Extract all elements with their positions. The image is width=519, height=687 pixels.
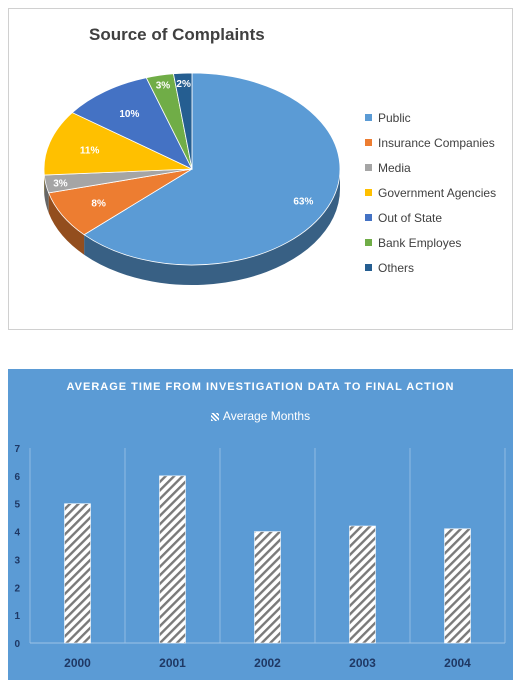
legend-swatch [365,164,372,171]
legend-item-insurance-companies: Insurance Companies [365,130,515,155]
pie-slice-public [83,72,341,266]
pie-data-label-media: 3% [53,179,68,190]
legend-item-public: Public [365,105,515,130]
legend-swatch [365,139,372,146]
legend-label: Bank Employes [378,235,462,250]
bar-2003 [349,525,376,644]
pie-slice-others [172,72,193,170]
legend-item-bank-employes: Bank Employes [365,230,515,255]
bar-2000 [64,503,91,644]
x-tick-label-2004: 2004 [444,656,471,670]
pie-data-label-public: 63% [293,196,313,207]
y-tick-label: 1 [14,611,20,622]
legend-swatch [365,214,372,221]
pie-chart: 63% 8% 3% 11% 10% 3% 2% [43,72,341,285]
bar-chart-panel: 0 1 2 3 4 5 6 7 2000 2001 2002 2003 2004 AVERAGE TIM… [8,369,513,680]
pie-side-public [84,169,340,285]
y-tick-label: 5 [14,500,20,511]
pie-slice-out-of-state [71,77,193,170]
x-tick-label-2001: 2001 [159,656,186,670]
legend-swatch [365,264,372,271]
bar-legend-label: Average Months [222,409,311,423]
pie-legend: Public Insurance Companies Media Government… [365,105,515,280]
pie-data-label-government-agencies: 11% [80,146,100,157]
legend-item-media: Media [365,155,515,180]
pie-data-label-others: 2% [176,79,191,90]
legend-label: Out of State [378,210,443,225]
y-tick-label: 2 [14,583,20,594]
y-tick-label: 0 [14,639,20,650]
legend-item-government-agencies: Government Agencies [365,180,515,205]
y-tick-label: 6 [14,472,20,483]
legend-label: Government Agencies [378,185,497,200]
bar-2004 [444,528,471,644]
pie-chart-panel: 63% 8% 3% 11% 10% 3% 2% Source of Complaints P… [8,8,513,330]
x-tick-label-2002: 2002 [254,656,281,670]
legend-label: Insurance Companies [378,135,495,150]
legend-swatch [365,189,372,196]
pie-data-label-insurance-companies: 8% [91,198,106,209]
legend-item-others: Others [365,255,515,280]
bar-2001 [159,475,186,644]
legend-swatch [365,114,372,121]
pie-data-label-out-of-state: 10% [119,109,139,120]
legend-label: Media [378,160,411,175]
y-tick-label: 3 [14,555,20,566]
bar-chart: 0 1 2 3 4 5 6 7 2000 2001 2002 2003 2004 [14,444,506,670]
y-tick-label: 4 [14,528,20,539]
x-tick-label-2003: 2003 [349,656,376,670]
legend-label: Public [378,110,411,125]
legend-swatch [365,239,372,246]
pie-side-media [44,175,49,213]
bar-2002 [254,531,281,644]
pie-data-label-bank-employes: 3% [156,81,171,92]
legend-label: Others [378,260,415,275]
bar-chart-title: AVERAGE TIME FROM INVESTIGATION DATA TO … [66,381,455,393]
bar-legend-swatch [210,413,219,421]
pie-side-insurance-companies [48,192,85,255]
legend-item-out-of-state: Out of State [365,205,515,230]
y-tick-label: 7 [14,444,20,455]
pie-slice-government-agencies [43,112,193,176]
bar-legend: Average Months [8,409,513,423]
pie-chart-title: Source of Complaints [89,25,265,44]
x-tick-label-2000: 2000 [64,656,91,670]
